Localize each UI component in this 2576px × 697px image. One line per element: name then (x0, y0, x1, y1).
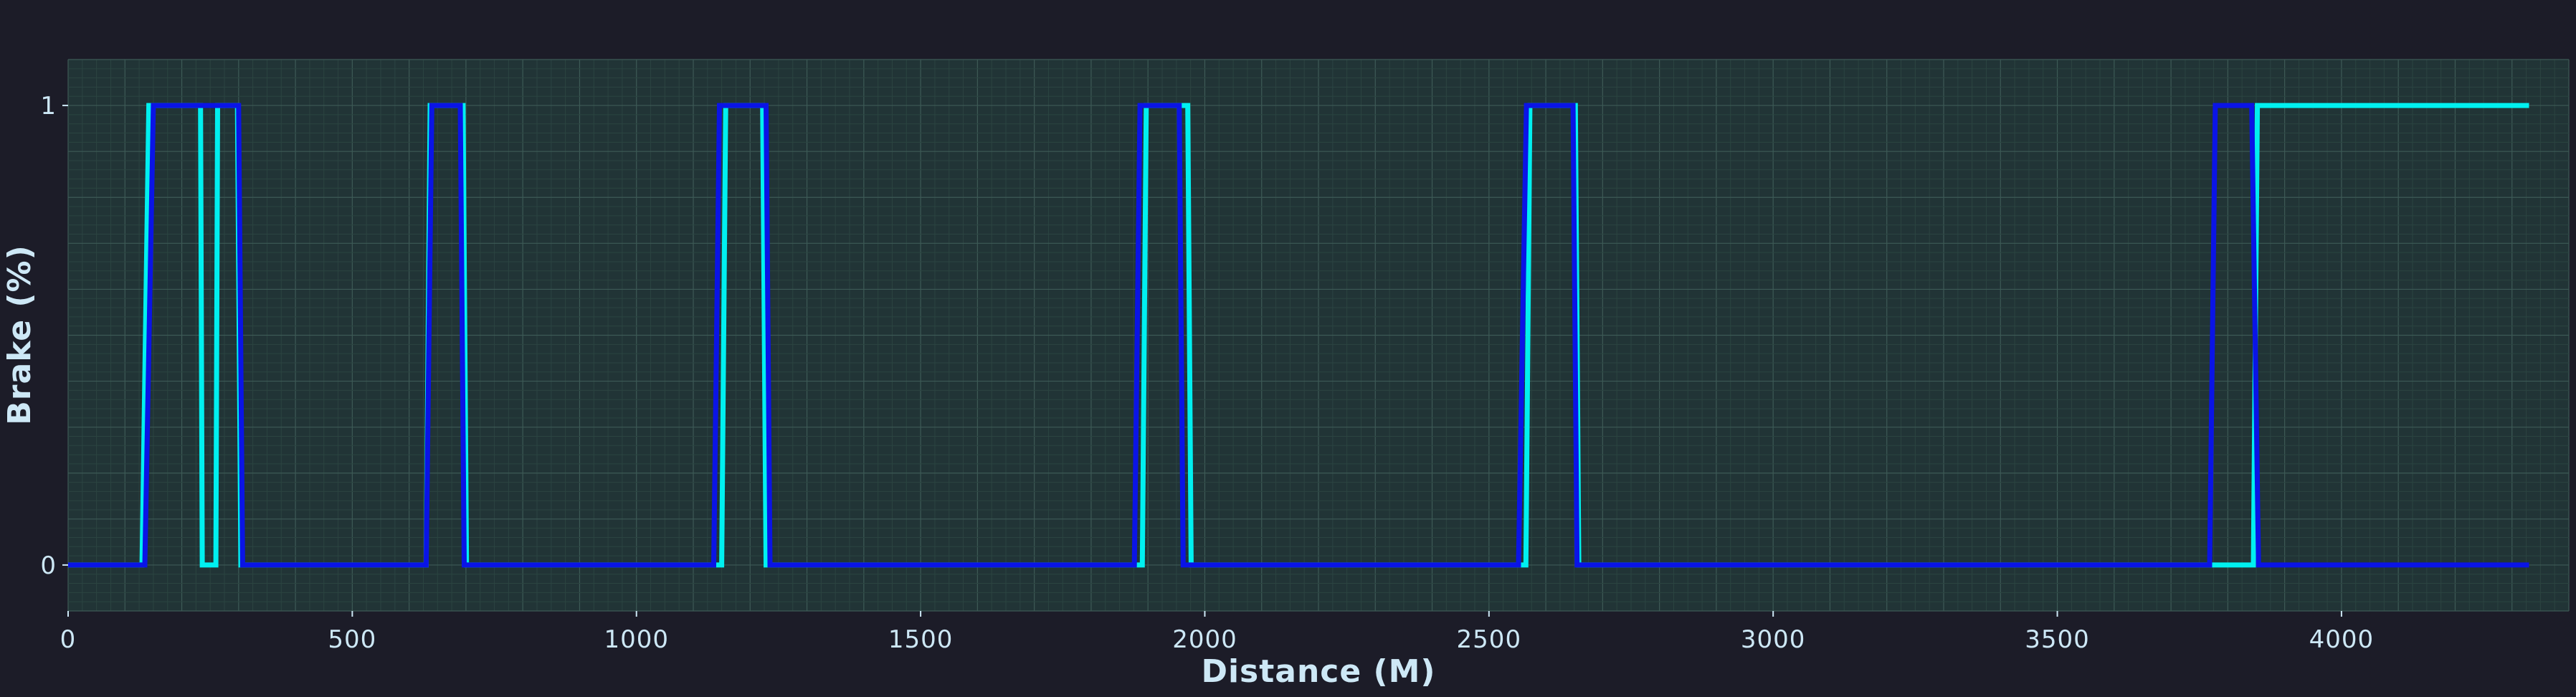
y-tick-label: 1 (40, 92, 57, 120)
y-tick-label: 0 (40, 551, 57, 580)
x-axis-title: Distance (M) (1201, 653, 1435, 690)
x-tick-label: 500 (328, 625, 376, 654)
y-axis-title: Brake (%) (1, 245, 38, 425)
x-axis-ticks: 0 500 1000 1500 2000 2500 3000 3500 4000 (60, 611, 2375, 654)
y-axis-ticks: 01 (40, 92, 68, 580)
x-tick-label: 3500 (2025, 625, 2090, 654)
x-tick-label: 2000 (1172, 625, 1237, 654)
x-tick-label: 0 (60, 625, 77, 654)
grid (67, 59, 2570, 612)
x-tick-label: 1500 (888, 625, 954, 654)
x-tick-label: 1000 (604, 625, 669, 654)
series-line-2 (68, 103, 2529, 568)
x-tick-label: 3000 (1741, 625, 1806, 654)
x-tick-label: 4000 (2309, 625, 2375, 654)
series-layer (68, 103, 2529, 568)
x-tick-label: 2500 (1457, 625, 1522, 654)
